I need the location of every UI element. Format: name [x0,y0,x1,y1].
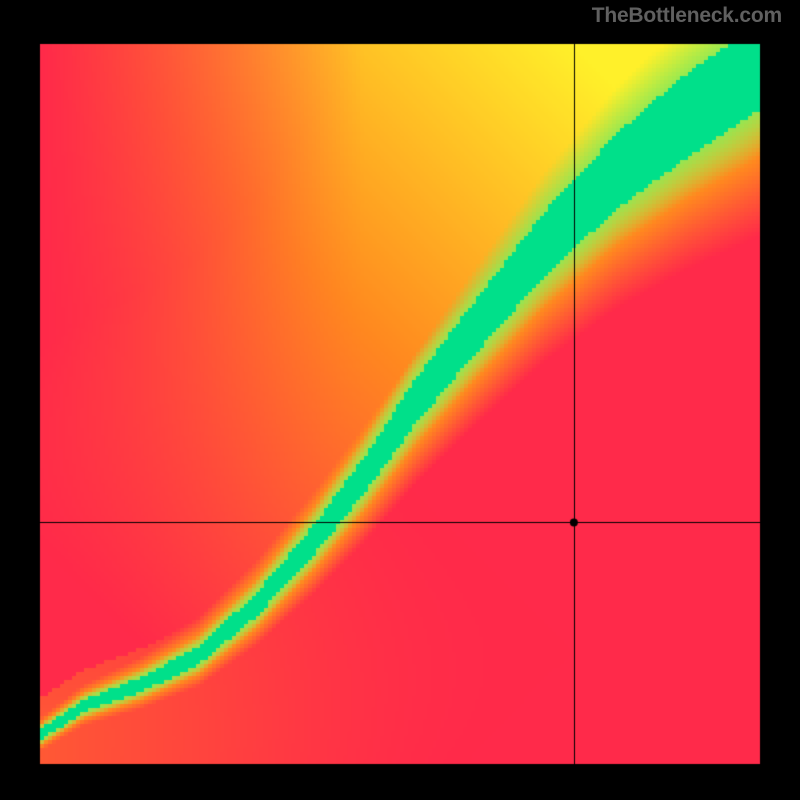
attribution-text: TheBottleneck.com [592,4,782,28]
bottleneck-heatmap [0,0,800,800]
chart-container: { "attribution": "TheBottleneck.com", "c… [0,0,800,800]
